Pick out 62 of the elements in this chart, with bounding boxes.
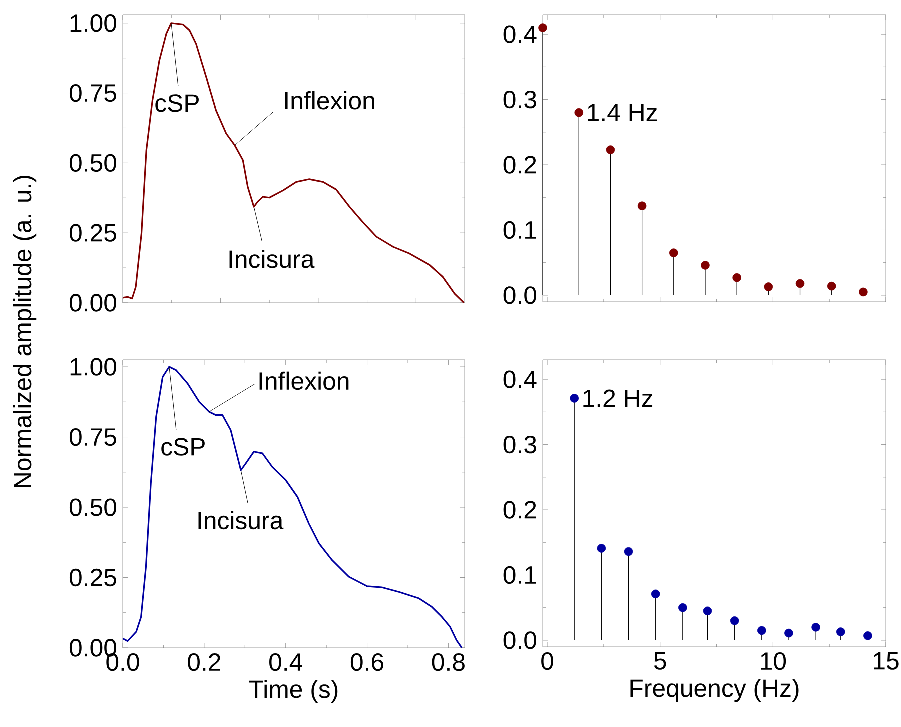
point (624, 547, 634, 556)
y-tick-label: 0.1 (504, 221, 536, 240)
point (864, 632, 872, 640)
y-tick-label: 0.25 (70, 568, 116, 587)
point (703, 606, 712, 616)
y-tick-label: 0.3 (504, 90, 536, 109)
point (812, 623, 820, 632)
x-tick-label: 5 (654, 652, 666, 670)
point (678, 603, 688, 612)
point (796, 279, 805, 288)
annotation: Incisura (198, 511, 284, 530)
y-tick-label: 0.75 (70, 84, 116, 102)
y-tick-label: 0.2 (504, 501, 536, 519)
point (827, 282, 836, 291)
y-tick-label: 0.2 (504, 156, 536, 174)
y-tick-label: 0.4 (504, 370, 537, 388)
x-tick-label: 15 (874, 652, 899, 670)
line-series (122, 366, 463, 649)
x-axis-title: Frequency (Hz) (630, 678, 799, 702)
y-tick-label: 0.50 (70, 498, 116, 516)
y-tick-label: 0.0 (504, 632, 537, 650)
point (574, 108, 584, 118)
point (670, 248, 678, 258)
y-tick-label: 1.00 (70, 14, 116, 32)
point (638, 202, 647, 210)
point (784, 628, 794, 638)
x-tick-label: 0.6 (350, 654, 384, 672)
y-axis-title: Normalized amplitude (a. u.) (13, 176, 37, 488)
y-tick-label: 1.00 (70, 358, 116, 376)
y-tick-label: 0.75 (70, 428, 116, 446)
x-tick-label: 0.8 (432, 654, 465, 672)
point (606, 146, 616, 154)
y-tick-label: 0.25 (70, 224, 116, 242)
point (764, 282, 774, 292)
point (836, 628, 846, 636)
point (651, 590, 660, 599)
annotation: cSP (156, 94, 199, 112)
point (859, 288, 868, 297)
point (538, 24, 548, 32)
point (570, 394, 579, 403)
point (730, 616, 740, 626)
annotation: Inflexion (260, 372, 349, 390)
x-tick-label: 0.2 (188, 654, 220, 672)
annotation: cSP (162, 438, 205, 456)
x-axis-title: Time (s) (249, 680, 338, 704)
point (597, 544, 606, 553)
y-tick-label: 0.00 (70, 294, 116, 312)
annotation: 1.2 Hz (584, 390, 653, 408)
x-tick-label: 0 (542, 652, 554, 670)
point (732, 273, 742, 282)
annotation: 1.4 Hz (588, 104, 658, 122)
y-tick-label: 0.3 (504, 436, 536, 454)
x-tick-label: 10 (761, 652, 786, 670)
y-tick-label: 0.50 (70, 154, 116, 172)
y-tick-label: 0.0 (504, 286, 537, 304)
point (758, 626, 766, 636)
x-tick-label: 0.4 (270, 654, 302, 672)
y-tick-label: 0.1 (504, 566, 536, 584)
annotation: Inflexion (285, 91, 374, 110)
y-tick-label: 0.4 (504, 26, 537, 44)
annotation: Incisura (230, 250, 315, 268)
point (701, 261, 710, 270)
